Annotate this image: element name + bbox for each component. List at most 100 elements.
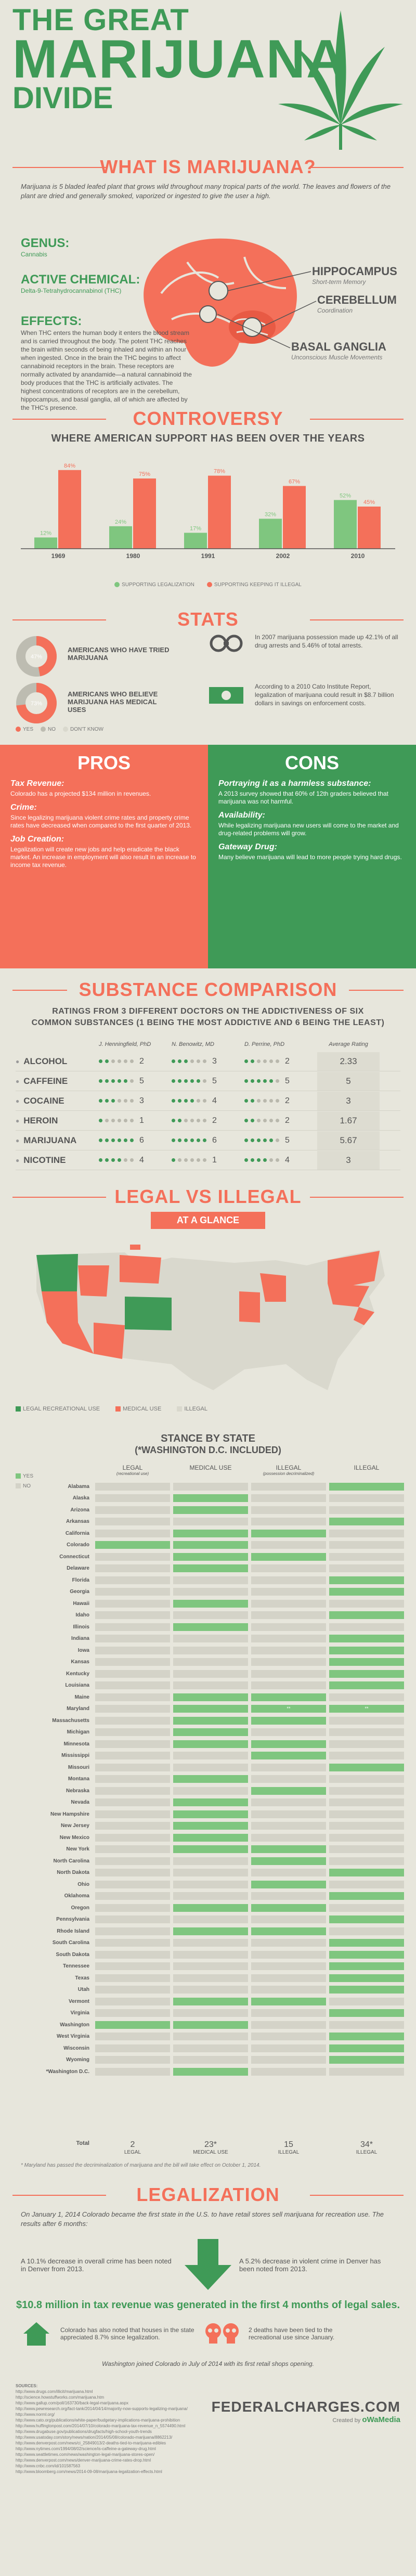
rating-cell: 5 [172,1077,244,1086]
state-cell [173,1904,248,1912]
bar-label: 12% [40,530,51,536]
bar-label: 78% [214,469,225,475]
state-row: Maine [36,1691,411,1703]
state-cell [173,1635,248,1643]
source-link[interactable]: http://www.denverpost.com/news/ci_258490… [16,2441,166,2445]
average-rating: 2.33 [317,1052,380,1071]
chemical-block: ACTIVE CHEMICAL: Delta-9-Tetrahydrocanna… [21,273,146,294]
state-cell [251,2067,326,2076]
state-row: Louisiana [36,1680,411,1692]
glass-icon: ● [16,1057,20,1065]
state-cell [329,1611,404,1620]
state-cell [95,1728,170,1737]
source-link[interactable]: http://www.cnbc.com/id/101587563 [16,2464,81,2468]
effects-block: EFFECTS: When THC enters the human body … [21,314,192,412]
state-cell [251,1950,326,1959]
bar-label: 75% [139,471,150,477]
state-cell [95,1611,170,1620]
map-legend-med: MEDICAL USE [115,1406,161,1412]
state-cell [251,1845,326,1854]
state-cell [251,1869,326,1877]
state-cell [251,1599,326,1608]
stats-legend: YES NO DON'T KNOW [16,727,103,732]
support-chart: 12% 84% 1969 24% 75% 1980 17% 78% 1991 32% 67% 2002… [21,445,395,580]
state-row: Idaho [36,1610,411,1622]
state-cell [329,1787,404,1795]
state-cell [95,1880,170,1888]
state-cell [329,1541,404,1549]
state-cell [173,1494,248,1503]
source-link[interactable]: http://www.denverpost.com/news/denver-ma… [16,2458,151,2463]
state-cell [95,2056,170,2064]
state-cell [251,1669,326,1678]
state-cell [329,1997,404,2005]
map-colorado [125,1297,172,1330]
tried-donut: 47% [16,636,57,677]
rating-cell: 1 [99,1116,172,1125]
state-cell [173,1541,248,1549]
state-cell [173,1997,248,2005]
state-cell [329,1482,404,1491]
state-cell [329,1576,404,1584]
region-basal-ganglia: BASAL GANGLIA Unconscious Muscle Movemen… [291,340,386,361]
source-link[interactable]: http://www.nytimes.com/1994/08/02/scienc… [16,2446,156,2451]
region-hippocampus: HIPPOCAMPUS Short-term Memory [312,265,397,286]
source-link[interactable]: http://www.seattletimes.com/news/washing… [16,2452,155,2457]
state-cell [95,1506,170,1514]
state-cell [329,1927,404,1935]
source-link[interactable]: http://www.usatoday.com/story/news/natio… [16,2435,173,2440]
state-cell [95,1986,170,1994]
map-legend-rec: LEGAL RECREATIONAL USE [16,1406,100,1412]
chemical-label: ACTIVE CHEMICAL: [21,273,140,287]
source-link[interactable]: http://www.bloomberg.com/news/2014-09-08… [16,2469,162,2474]
state-cell [173,1752,248,1760]
source-link[interactable]: http://www.gallup.com/poll/163730/back-l… [16,2401,129,2405]
title-line-3: DIVIDE [12,81,113,115]
state-cell [173,1740,248,1748]
cigarette-icon: ● [16,1156,20,1164]
source-link[interactable]: http://science.howstuffworks.com/marijua… [16,2395,105,2400]
state-cell [95,1693,170,1701]
map-legend-ill: ILLEGAL [177,1406,207,1412]
source-link[interactable]: http://www.drugabuse.gov/publications/dr… [16,2429,152,2434]
controversy-legend: SUPPORTING LEGALIZATION SUPPORTING KEEPI… [0,582,416,588]
x-tick-label: 2002 [276,552,290,560]
state-cell [329,1623,404,1631]
leaf-icon: ● [16,1136,20,1144]
washington-stat: Washington joined Colorado in July of 20… [101,2360,314,2367]
state-cell [329,1915,404,1924]
source-link[interactable]: http://www.drugs.com/illicit/marijuana.h… [16,2389,93,2394]
source-link[interactable]: http://www.huffingtonpost.com/2014/07/10… [16,2424,186,2428]
state-cell [173,1950,248,1959]
rating-cell: 4 [99,1156,172,1165]
state-cell [173,1869,248,1877]
substance-header-row: J. Henningfield, PhD N. Benowitz, MD D. … [99,1041,368,1047]
state-cell [329,1494,404,1503]
houses-stat: Colorado has also noted that houses in t… [60,2326,194,2341]
state-cell [251,2009,326,2017]
controversy-title-wrap: CONTROVERSY [12,408,404,430]
source-link[interactable]: http://www.pewresearch.org/fact-tank/201… [16,2406,188,2411]
bar-2010-support [334,500,357,549]
state-cell [329,2044,404,2052]
title-line-2: MARIJUANA [12,29,346,89]
pros-item-jobs: Job Creation: Legalization will create n… [10,835,196,869]
source-link[interactable]: http://www.cato.org/publications/white-p… [16,2418,180,2423]
state-cell [251,1833,326,1842]
state-cell [95,2033,170,2041]
state-row: Nevada [36,1797,411,1809]
state-row: Michigan [36,1727,411,1739]
bar-1991-support [184,533,207,549]
state-cell [173,1775,248,1783]
powder-icon: ● [16,1097,20,1105]
state-cell [95,1599,170,1608]
pros-panel: PROS Tax Revenue: Colorado has a project… [0,745,208,968]
state-row: Maryland ** ** [36,1703,411,1715]
source-link[interactable]: http://www.norml.org/ [16,2412,55,2417]
footer: SOURCES: http://www.drugs.com/illicit/ma… [16,2383,400,2475]
map-legend: LEGAL RECREATIONAL USE MEDICAL USE ILLEG… [16,1406,400,1412]
bar-2010-oppose [358,507,381,549]
state-cell [251,1564,326,1573]
state-cell [95,1669,170,1678]
states-subtitle: (*WASHINGTON D.C. INCLUDED) [135,1445,281,1455]
